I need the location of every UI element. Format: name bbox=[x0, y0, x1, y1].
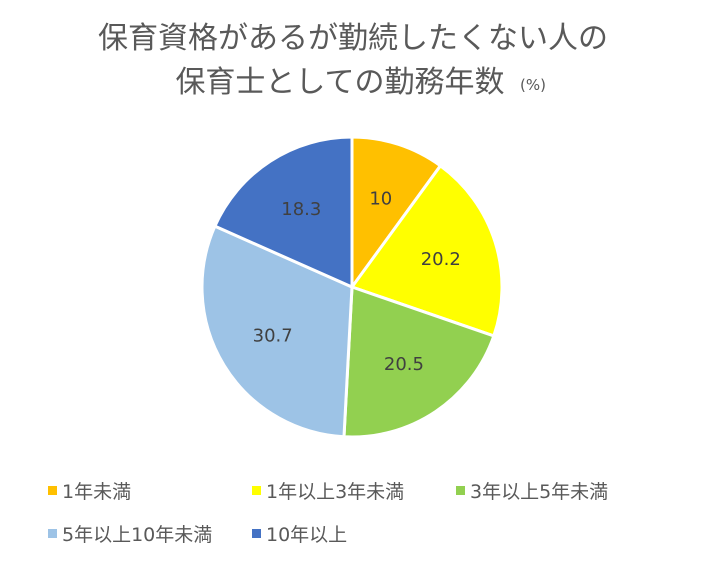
pie-slices bbox=[200, 135, 504, 439]
data-label-4: 30.7 bbox=[253, 326, 293, 347]
legend-swatch-2 bbox=[252, 486, 261, 495]
data-label-1: 10 bbox=[369, 189, 392, 210]
chart-title-unit: (%) bbox=[520, 76, 546, 94]
data-label-2: 20.2 bbox=[421, 249, 461, 270]
legend-label-2: 1年以上3年未満 bbox=[266, 481, 404, 503]
legend-label-3: 3年以上5年未満 bbox=[470, 481, 608, 503]
chart-title-line-2: 保育士としての勤務年数 bbox=[175, 65, 504, 100]
legend-swatch-3 bbox=[456, 486, 465, 495]
pie-slice-5 bbox=[213, 135, 354, 289]
pie-slice-3 bbox=[342, 285, 496, 439]
data-label-3: 20.5 bbox=[384, 354, 424, 375]
legend-swatch-1 bbox=[48, 486, 57, 495]
pie-data-labels: 10 20.2 20.5 30.7 18.3 bbox=[253, 189, 461, 376]
data-label-5: 18.3 bbox=[281, 199, 321, 220]
legend-label-4: 5年以上10年未満 bbox=[62, 524, 212, 546]
chart-title-line-1: 保育資格があるが勤続したくない人の bbox=[98, 21, 608, 56]
pie-slice-1 bbox=[350, 135, 442, 289]
legend-swatch-5 bbox=[252, 529, 261, 538]
legend-swatch-4 bbox=[48, 529, 57, 538]
chart-title: 保育資格があるが勤続したくない人の 保育士としての勤務年数 (%) bbox=[98, 21, 608, 100]
legend-label-5: 10年以上 bbox=[266, 524, 347, 546]
pie-slice-4 bbox=[200, 224, 354, 439]
pie-slice-2 bbox=[350, 164, 504, 338]
legend: 1年未満 1年以上3年未満 3年以上5年未満 5年以上10年未満 10年以上 bbox=[48, 481, 608, 546]
legend-label-1: 1年未満 bbox=[62, 481, 131, 503]
